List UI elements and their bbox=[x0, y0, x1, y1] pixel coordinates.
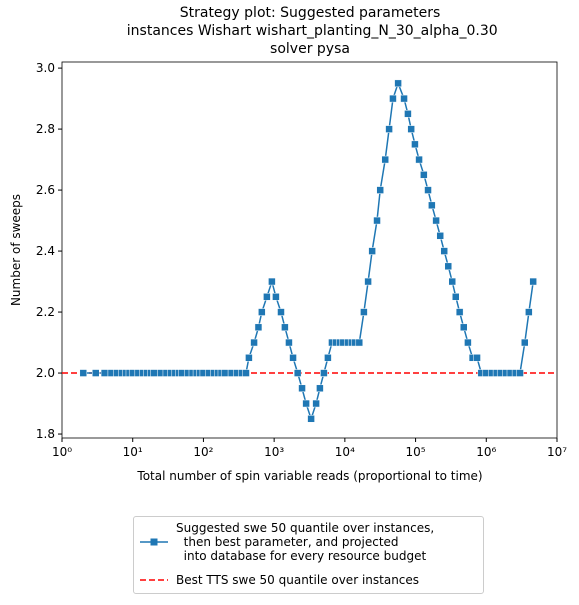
marker bbox=[91, 369, 100, 377]
x-tick-label: 10³ bbox=[264, 445, 284, 459]
marker bbox=[254, 323, 263, 332]
marker bbox=[293, 369, 302, 377]
x-tick-label: 10⁵ bbox=[406, 445, 426, 459]
marker bbox=[312, 399, 320, 408]
marker bbox=[448, 277, 456, 286]
marker bbox=[389, 94, 397, 103]
marker bbox=[459, 323, 468, 332]
marker bbox=[394, 79, 402, 88]
marker bbox=[376, 186, 384, 194]
marker bbox=[298, 384, 306, 393]
legend: Suggested swe 50 quantile over instances… bbox=[133, 516, 484, 594]
marker bbox=[320, 369, 328, 377]
y-tick-label: 2.4 bbox=[36, 244, 55, 258]
marker bbox=[385, 125, 393, 133]
chart-title: Strategy plot: Suggested parameters inst… bbox=[122, 5, 497, 57]
legend-entry: Best TTS swe 50 quantile over instances bbox=[140, 573, 419, 587]
marker bbox=[407, 125, 415, 133]
x-tick-label: 10⁶ bbox=[476, 445, 496, 459]
marker bbox=[455, 308, 464, 316]
marker bbox=[100, 369, 109, 377]
marker bbox=[263, 293, 271, 301]
y-axis-label: Number of sweeps bbox=[9, 194, 23, 306]
y-tick-label: 2.6 bbox=[36, 183, 55, 197]
marker bbox=[432, 216, 440, 225]
marker bbox=[245, 354, 253, 362]
marker bbox=[355, 338, 364, 347]
marker bbox=[302, 399, 310, 408]
marker bbox=[516, 369, 524, 377]
marker bbox=[529, 277, 537, 286]
marker bbox=[364, 277, 372, 286]
marker bbox=[316, 384, 324, 393]
marker bbox=[268, 277, 276, 286]
marker bbox=[444, 262, 453, 271]
marker bbox=[428, 201, 436, 210]
marker bbox=[272, 293, 280, 301]
marker bbox=[521, 338, 529, 347]
chart: Strategy plot: Suggested parameters inst… bbox=[9, 5, 567, 483]
marker bbox=[258, 308, 266, 316]
marker bbox=[307, 415, 315, 423]
marker bbox=[79, 369, 88, 377]
x-tick-label: 10⁰ bbox=[52, 445, 72, 459]
marker bbox=[289, 354, 297, 362]
series-line bbox=[83, 81, 534, 422]
marker bbox=[324, 354, 332, 362]
marker bbox=[415, 155, 423, 164]
marker bbox=[220, 369, 229, 377]
marker bbox=[440, 247, 448, 255]
x-tick-label: 10² bbox=[193, 445, 213, 459]
marker bbox=[404, 110, 412, 118]
marker bbox=[473, 354, 481, 362]
marker bbox=[452, 293, 460, 301]
marker bbox=[242, 369, 250, 377]
marker bbox=[464, 338, 472, 347]
marker bbox=[420, 171, 428, 179]
marker bbox=[368, 247, 376, 255]
marker bbox=[250, 338, 258, 347]
marker bbox=[381, 155, 389, 164]
marker bbox=[424, 186, 432, 194]
x-tick-label: 10¹ bbox=[123, 445, 143, 459]
marker bbox=[411, 140, 419, 149]
marker bbox=[400, 94, 408, 103]
y-tick-label: 2.2 bbox=[36, 305, 55, 319]
marker bbox=[525, 308, 533, 316]
marker bbox=[277, 308, 285, 316]
legend-swatch bbox=[140, 538, 168, 546]
y-tick-label: 3.0 bbox=[36, 61, 55, 75]
legend-entry: Suggested swe 50 quantile over instances… bbox=[140, 521, 434, 563]
x-tick-label: 10⁷ bbox=[547, 445, 567, 459]
plot-frame bbox=[61, 61, 558, 439]
legend-label: Suggested swe 50 quantile over instances… bbox=[176, 521, 435, 563]
y-tick-label: 2.0 bbox=[36, 366, 55, 380]
marker bbox=[436, 232, 444, 240]
marker bbox=[373, 216, 381, 225]
legend-label: Best TTS swe 50 quantile over instances bbox=[176, 573, 420, 587]
y-tick-label: 1.8 bbox=[36, 427, 55, 441]
x-axis-label: Total number of spin variable reads (pro… bbox=[136, 469, 482, 483]
marker bbox=[150, 369, 158, 377]
marker bbox=[360, 308, 368, 316]
marker bbox=[281, 323, 289, 332]
marker bbox=[285, 338, 293, 347]
y-tick-label: 2.8 bbox=[36, 122, 55, 136]
x-tick-label: 10⁴ bbox=[335, 445, 355, 459]
legend-swatch bbox=[140, 579, 168, 581]
